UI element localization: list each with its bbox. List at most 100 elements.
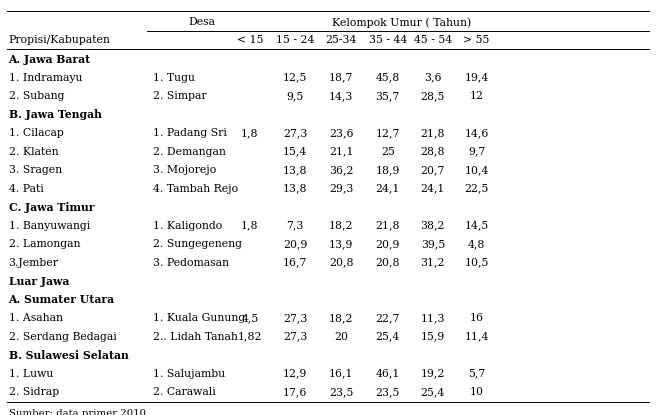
Text: 24,1: 24,1 xyxy=(376,183,400,193)
Text: 9,5: 9,5 xyxy=(286,91,304,101)
Text: 21,8: 21,8 xyxy=(376,221,400,231)
Text: 4,8: 4,8 xyxy=(468,239,486,249)
Text: 1. Salujambu: 1. Salujambu xyxy=(153,369,225,378)
Text: 1. Tugu: 1. Tugu xyxy=(153,73,195,83)
Text: 35 - 44: 35 - 44 xyxy=(369,35,407,45)
Text: 9,7: 9,7 xyxy=(468,146,486,156)
Text: 36,2: 36,2 xyxy=(329,165,353,175)
Text: 45,8: 45,8 xyxy=(376,73,400,83)
Text: 3,6: 3,6 xyxy=(424,73,442,83)
Text: B. Jawa Tengah: B. Jawa Tengah xyxy=(9,109,101,120)
Text: 1. Banyuwangi: 1. Banyuwangi xyxy=(9,221,90,231)
Text: 23,5: 23,5 xyxy=(376,387,400,397)
Text: 24,1: 24,1 xyxy=(420,183,445,193)
Text: 13,8: 13,8 xyxy=(283,165,307,175)
Text: 4. Tambah Rejo: 4. Tambah Rejo xyxy=(153,183,238,193)
Text: 20,8: 20,8 xyxy=(376,258,400,268)
Text: 10,4: 10,4 xyxy=(464,165,489,175)
Text: 1. Cilacap: 1. Cilacap xyxy=(9,128,63,138)
Text: 12,9: 12,9 xyxy=(283,369,307,378)
Text: 11,4: 11,4 xyxy=(464,332,489,342)
Text: 21,1: 21,1 xyxy=(329,146,353,156)
Text: 18,2: 18,2 xyxy=(329,313,353,323)
Text: 2. Klaten: 2. Klaten xyxy=(9,146,58,156)
Text: 7,3: 7,3 xyxy=(286,221,304,231)
Text: 3. Pedomasan: 3. Pedomasan xyxy=(153,258,229,268)
Text: 14,3: 14,3 xyxy=(329,91,353,101)
Text: 14,5: 14,5 xyxy=(464,221,489,231)
Text: 2. Sidrap: 2. Sidrap xyxy=(9,387,58,397)
Text: 25: 25 xyxy=(381,146,395,156)
Text: 19,4: 19,4 xyxy=(464,73,489,83)
Text: 1. Kuala Gunung: 1. Kuala Gunung xyxy=(153,313,246,323)
Text: 1. Luwu: 1. Luwu xyxy=(9,369,53,378)
Text: 1. Padang Sri: 1. Padang Sri xyxy=(153,128,227,138)
Text: 25,4: 25,4 xyxy=(420,387,445,397)
Text: 23,5: 23,5 xyxy=(329,387,353,397)
Text: A. Jawa Barat: A. Jawa Barat xyxy=(9,54,91,65)
Text: 1. Kaligondo: 1. Kaligondo xyxy=(153,221,223,231)
Text: 12,5: 12,5 xyxy=(283,73,307,83)
Text: C. Jawa Timur: C. Jawa Timur xyxy=(9,202,94,212)
Text: 14,6: 14,6 xyxy=(464,128,489,138)
Text: 27,3: 27,3 xyxy=(283,332,307,342)
Text: 2. Lamongan: 2. Lamongan xyxy=(9,239,80,249)
Text: 25-34: 25-34 xyxy=(326,35,357,45)
Text: 17,6: 17,6 xyxy=(283,387,307,397)
Text: 2. Carawali: 2. Carawali xyxy=(153,387,216,397)
Text: 28,5: 28,5 xyxy=(420,91,445,101)
Text: 16: 16 xyxy=(470,313,484,323)
Text: 15,4: 15,4 xyxy=(283,146,307,156)
Text: 4,5: 4,5 xyxy=(241,313,259,323)
Text: 31,2: 31,2 xyxy=(420,258,445,268)
Text: 2. Simpar: 2. Simpar xyxy=(153,91,207,101)
Text: B. Sulawesi Selatan: B. Sulawesi Selatan xyxy=(9,349,128,361)
Text: 29,3: 29,3 xyxy=(329,183,353,193)
Text: 3. Sragen: 3. Sragen xyxy=(9,165,62,175)
Text: 23,6: 23,6 xyxy=(329,128,353,138)
Text: 12,7: 12,7 xyxy=(376,128,400,138)
Text: 18,7: 18,7 xyxy=(329,73,353,83)
Text: < 15: < 15 xyxy=(237,35,263,45)
Text: 2.. Lidah Tanah: 2.. Lidah Tanah xyxy=(153,332,238,342)
Text: 13,8: 13,8 xyxy=(283,183,307,193)
Text: Sumber: data primer 2010: Sumber: data primer 2010 xyxy=(9,409,145,415)
Text: 11,3: 11,3 xyxy=(420,313,445,323)
Text: 2. Serdang Bedagai: 2. Serdang Bedagai xyxy=(9,332,116,342)
Text: Desa: Desa xyxy=(188,17,215,27)
Text: 4. Pati: 4. Pati xyxy=(9,183,43,193)
Text: 20,7: 20,7 xyxy=(420,165,445,175)
Text: 3.Jember: 3.Jember xyxy=(9,258,58,268)
Text: 28,8: 28,8 xyxy=(420,146,445,156)
Text: 21,8: 21,8 xyxy=(420,128,445,138)
Text: 10: 10 xyxy=(470,387,484,397)
Text: 1,8: 1,8 xyxy=(241,128,259,138)
Text: 20,9: 20,9 xyxy=(376,239,400,249)
Text: 16,1: 16,1 xyxy=(329,369,353,378)
Text: 27,3: 27,3 xyxy=(283,313,307,323)
Text: 35,7: 35,7 xyxy=(376,91,400,101)
Text: 3. Mojorejo: 3. Mojorejo xyxy=(153,165,217,175)
Text: 2. Demangan: 2. Demangan xyxy=(153,146,226,156)
Text: 18,9: 18,9 xyxy=(376,165,400,175)
Text: > 55: > 55 xyxy=(463,35,489,45)
Text: 5,7: 5,7 xyxy=(468,369,486,378)
Text: 1,8: 1,8 xyxy=(241,221,259,231)
Text: 2. Subang: 2. Subang xyxy=(9,91,64,101)
Text: 20: 20 xyxy=(334,332,348,342)
Text: Luar Jawa: Luar Jawa xyxy=(9,276,69,287)
Text: Propisi/Kabupaten: Propisi/Kabupaten xyxy=(9,35,110,45)
Text: 15,9: 15,9 xyxy=(420,332,445,342)
Text: Kelompok Umur ( Tahun): Kelompok Umur ( Tahun) xyxy=(332,17,471,28)
Text: 46,1: 46,1 xyxy=(376,369,400,378)
Text: 1. Indramayu: 1. Indramayu xyxy=(9,73,82,83)
Text: 10,5: 10,5 xyxy=(464,258,489,268)
Text: 39,5: 39,5 xyxy=(420,239,445,249)
Text: 12: 12 xyxy=(470,91,484,101)
Text: 22,5: 22,5 xyxy=(464,183,489,193)
Text: 19,2: 19,2 xyxy=(420,369,445,378)
Text: 13,9: 13,9 xyxy=(329,239,353,249)
Text: 45 - 54: 45 - 54 xyxy=(414,35,452,45)
Text: 38,2: 38,2 xyxy=(420,221,445,231)
Text: 2. Sungegeneng: 2. Sungegeneng xyxy=(153,239,242,249)
